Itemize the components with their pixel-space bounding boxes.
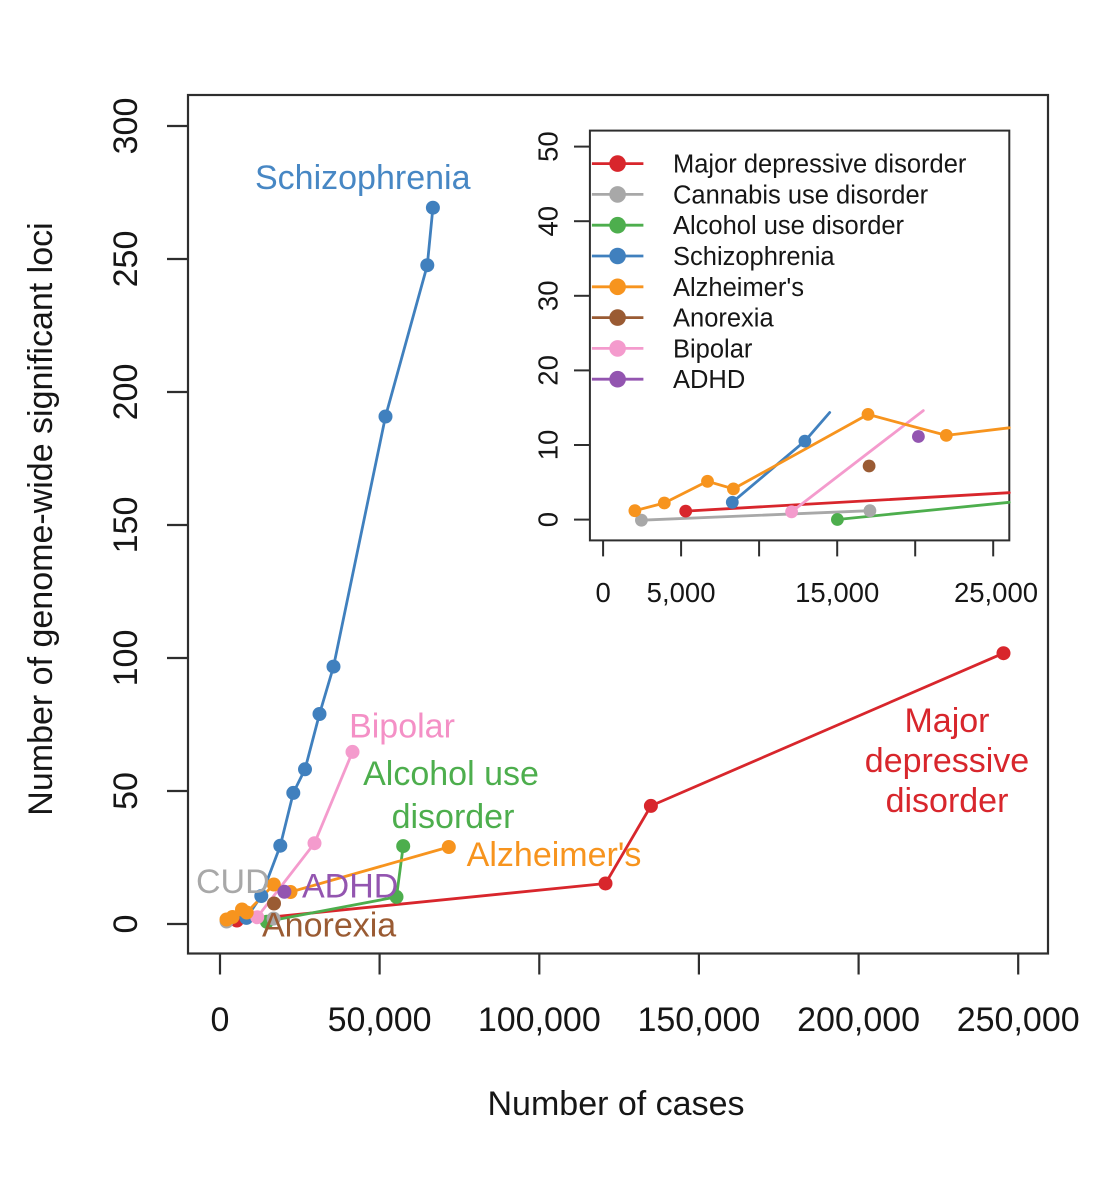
svg-text:Alcohol use disorder: Alcohol use disorder — [673, 212, 905, 240]
svg-text:50: 50 — [107, 772, 145, 810]
svg-text:100: 100 — [107, 630, 145, 687]
svg-text:Alzheimer's: Alzheimer's — [673, 274, 804, 302]
svg-text:300: 300 — [107, 98, 145, 155]
svg-text:Number of genome-wide signific: Number of genome-wide significant loci — [22, 222, 60, 815]
svg-text:15,000: 15,000 — [795, 577, 879, 608]
svg-text:250: 250 — [107, 231, 145, 288]
svg-text:Anorexia: Anorexia — [673, 305, 774, 333]
svg-text:0: 0 — [211, 1001, 230, 1039]
svg-text:ADHD: ADHD — [302, 868, 398, 906]
svg-text:0: 0 — [107, 915, 145, 934]
svg-text:Anorexia: Anorexia — [262, 907, 396, 945]
svg-text:Cannabis use disorder: Cannabis use disorder — [673, 181, 929, 209]
svg-text:5,000: 5,000 — [647, 577, 716, 608]
svg-text:0: 0 — [532, 512, 563, 527]
svg-text:250,000: 250,000 — [957, 1001, 1080, 1039]
svg-text:Bipolar: Bipolar — [349, 708, 455, 746]
svg-text:Alcohol use: Alcohol use — [363, 755, 539, 793]
svg-text:150,000: 150,000 — [637, 1001, 760, 1039]
svg-text:disorder: disorder — [392, 798, 515, 836]
svg-text:30: 30 — [532, 281, 563, 312]
svg-text:Alzheimer's: Alzheimer's — [467, 836, 642, 874]
svg-text:0: 0 — [595, 577, 610, 608]
svg-text:40: 40 — [532, 206, 563, 237]
svg-text:Schizophrenia: Schizophrenia — [255, 159, 471, 197]
svg-text:20: 20 — [532, 355, 563, 386]
svg-text:depressive: depressive — [865, 742, 1029, 780]
svg-text:10: 10 — [532, 430, 563, 461]
svg-text:Bipolar: Bipolar — [673, 335, 753, 363]
svg-text:100,000: 100,000 — [478, 1001, 601, 1039]
svg-text:150: 150 — [107, 497, 145, 554]
svg-text:50,000: 50,000 — [328, 1001, 432, 1039]
svg-text:Major: Major — [904, 702, 989, 740]
svg-text:Major depressive disorder: Major depressive disorder — [673, 151, 967, 179]
svg-text:Schizophrenia: Schizophrenia — [673, 243, 835, 271]
svg-text:200: 200 — [107, 364, 145, 421]
svg-text:ADHD: ADHD — [673, 366, 745, 394]
svg-text:Number of cases: Number of cases — [488, 1085, 745, 1123]
svg-text:200,000: 200,000 — [797, 1001, 920, 1039]
svg-text:CUD: CUD — [196, 863, 270, 901]
svg-text:disorder: disorder — [886, 782, 1009, 820]
svg-text:50: 50 — [532, 131, 563, 162]
svg-text:25,000: 25,000 — [954, 577, 1038, 608]
